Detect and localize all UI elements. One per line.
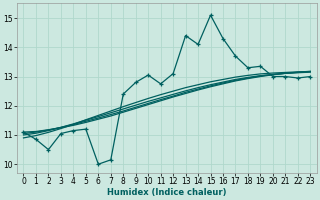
X-axis label: Humidex (Indice chaleur): Humidex (Indice chaleur) bbox=[107, 188, 227, 197]
